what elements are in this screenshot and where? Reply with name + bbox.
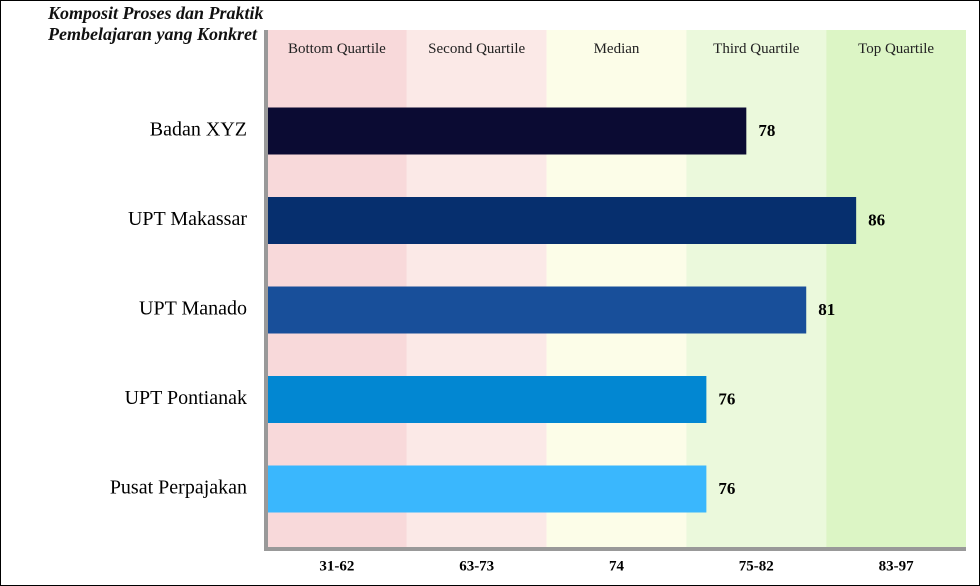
band-label: Bottom Quartile — [287, 41, 386, 57]
band-range-label: 83-97 — [879, 558, 914, 574]
band-range-label: 63-73 — [459, 558, 494, 574]
category-label: UPT Makassar — [128, 208, 247, 230]
bar — [267, 376, 707, 423]
value-label: 86 — [868, 210, 885, 229]
bar — [267, 107, 747, 155]
chart-title: Komposit Proses dan Praktik Pembelajaran… — [48, 3, 264, 44]
bar — [267, 197, 857, 244]
band-label: Median — [593, 41, 640, 57]
band-label: Third Quartile — [713, 41, 800, 57]
value-label: 81 — [818, 300, 835, 319]
quartile-band — [826, 30, 966, 548]
band-range-label: 75-82 — [739, 558, 774, 574]
band-label: Second Quartile — [428, 41, 526, 57]
band-range-label: 31-62 — [319, 558, 354, 574]
value-label: 78 — [758, 121, 775, 140]
band-label: Top Quartile — [858, 41, 935, 57]
category-label: UPT Manado — [139, 298, 247, 320]
bar — [267, 286, 807, 334]
category-label: Badan XYZ — [150, 119, 247, 141]
value-label: 76 — [718, 389, 735, 408]
band-range-label: 74 — [609, 558, 625, 574]
bar — [267, 465, 707, 513]
value-label: 76 — [718, 479, 735, 498]
category-label: UPT Pontianak — [125, 387, 247, 409]
category-label: Pusat Perpajakan — [110, 477, 247, 499]
